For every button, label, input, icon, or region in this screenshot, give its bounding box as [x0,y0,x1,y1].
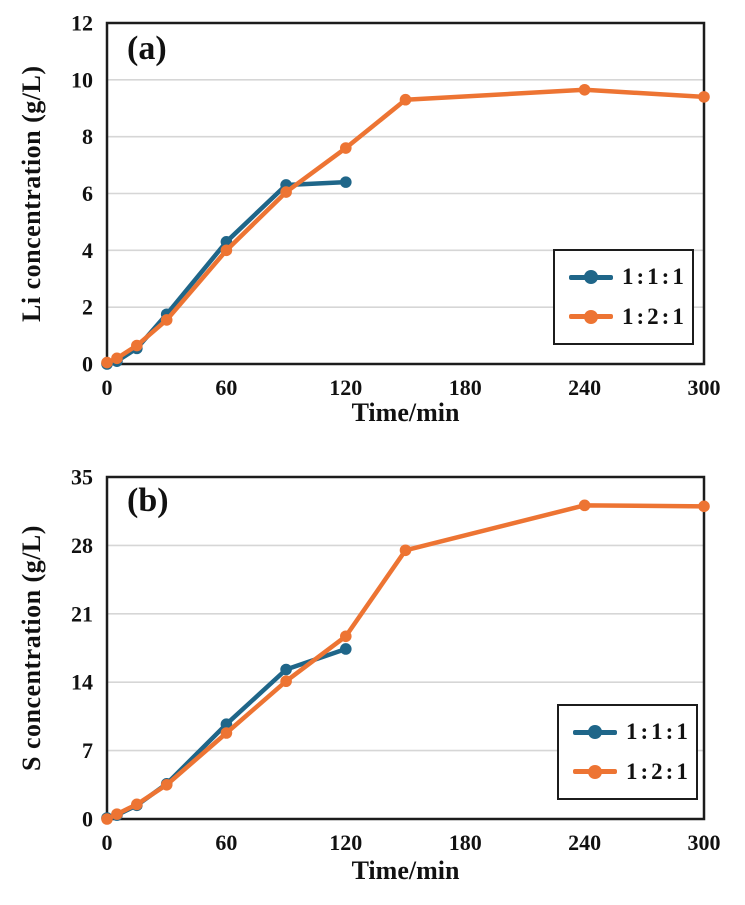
data-point-marker [578,83,591,96]
data-point-marker [280,186,292,198]
data-point-marker [698,91,710,103]
y-tick-label: 12 [71,11,93,36]
data-point-marker [101,813,113,825]
data-point-marker [399,544,412,557]
series-line-1:2:1 [104,503,707,822]
data-point-marker [340,630,352,643]
y-tick-label: 6 [82,181,93,206]
data-point-marker [280,675,292,688]
data-point-marker [340,142,352,154]
chart-b-x-axis-title: Time/min [351,856,460,885]
legend-entry-1-1-1: 1:1:1 [573,719,696,745]
y-tick-label: 0 [82,352,93,377]
data-point-marker [399,93,412,106]
chart-a-x-axis-title: Time/min [351,398,460,427]
y-tick-label: 35 [71,465,93,490]
panel-a-letter: (a) [127,30,167,67]
panel-b: 0 7 14 21 28 35 0 60 120 180 240 300 S concentratio… [0,452,745,905]
y-tick-label: 2 [82,295,93,320]
legend-line-marker-icon [573,764,617,779]
data-point-marker [160,779,173,791]
y-tick-label: 8 [82,124,93,149]
data-point-marker [340,176,352,188]
data-point-marker [131,798,143,811]
y-tick-label: 21 [71,601,93,626]
legend-line-marker-icon [573,725,617,740]
y-tick-label: 0 [82,807,93,832]
data-point-marker [698,500,710,513]
data-point-marker [101,356,113,369]
legend-entry-1-2-1: 1:2:1 [569,304,692,330]
y-tick-label: 28 [71,533,93,558]
y-tick-label: 14 [71,670,93,695]
legend-entry-1-1-1: 1:1:1 [569,264,692,290]
chart-b-y-axis-title: S concentration (g/L) [17,525,46,771]
data-point-marker [578,499,591,512]
legend-label: 1:1:1 [626,719,691,745]
x-tick-label: 60 [215,830,237,855]
legend-entry-1-2-1: 1:2:1 [573,759,696,785]
legend-label: 1:2:1 [622,303,687,329]
data-point-marker [220,727,233,739]
panel-b-letter: (b) [127,482,169,519]
plot-border [105,21,706,366]
x-tick-label: 180 [449,830,482,855]
series-line-1:1:1 [104,179,349,367]
data-point-marker [220,244,233,257]
x-tick-label: 0 [102,830,113,855]
x-tick-label: 120 [329,375,362,400]
data-point-marker [220,718,233,731]
x-tick-label: 120 [329,830,362,855]
chart-b-legend: 1:1:1 1:2:1 [557,704,698,800]
data-point-marker [280,663,292,676]
legend-label: 1:2:1 [626,758,691,784]
y-tick-label: 7 [82,738,93,763]
data-point-marker [340,643,352,655]
x-tick-label: 240 [568,375,601,400]
data-point-marker [111,808,123,820]
plot-border [105,475,706,821]
x-tick-label: 0 [102,375,113,400]
x-tick-label: 240 [568,830,601,855]
x-tick-label: 300 [688,830,721,855]
chart-a-legend: 1:1:1 1:2:1 [553,249,694,345]
chart-b-plot: 0 7 14 21 28 35 0 60 120 180 240 300 [71,465,721,856]
legend-label: 1:1:1 [622,264,687,290]
chart-a-y-axis-title: Li concentration (g/L) [17,65,46,322]
x-tick-label: 180 [449,375,482,400]
y-tick-label: 10 [71,67,93,92]
legend-line-marker-icon [569,309,613,324]
panel-a: 0 2 4 6 8 10 12 0 60 120 180 240 300 Li concentratio… [0,0,745,452]
data-point-marker [160,314,173,326]
x-tick-label: 60 [215,375,237,400]
legend-line-marker-icon [569,270,613,285]
data-point-marker [131,339,143,352]
y-tick-label: 4 [82,238,93,263]
data-point-marker [111,352,123,365]
x-tick-label: 300 [688,375,721,400]
series-line-1:2:1 [104,87,707,365]
